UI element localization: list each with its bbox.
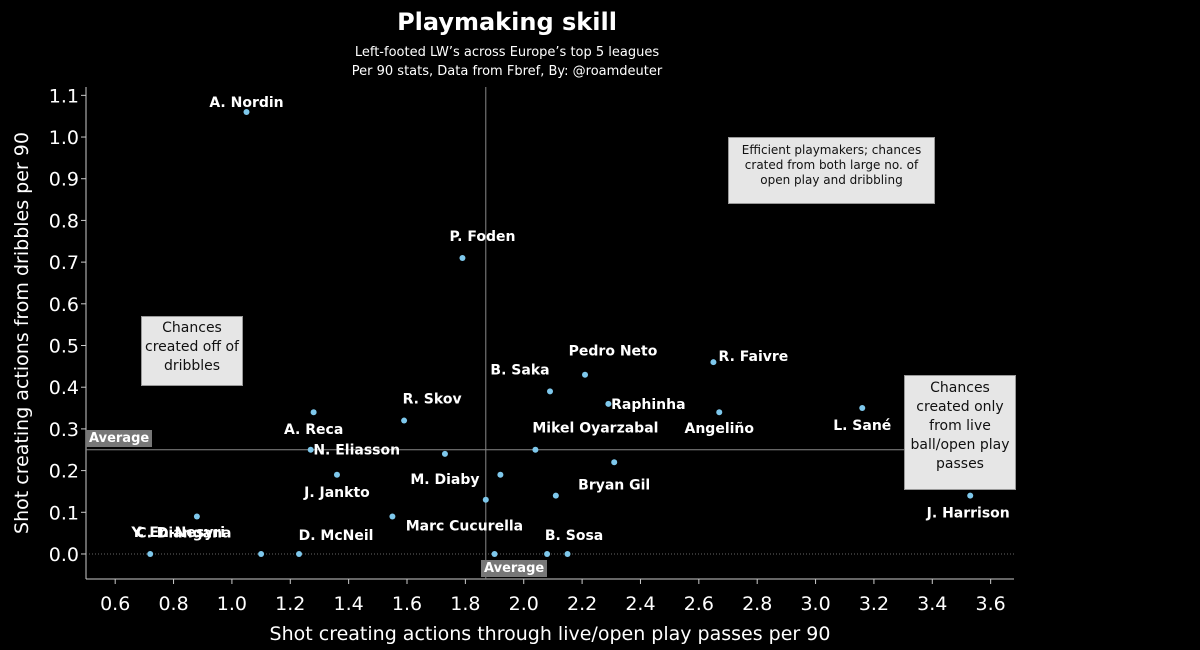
point-label: A. Nordin (209, 95, 283, 111)
data-point (482, 496, 489, 503)
point-label: J. Harrison (926, 506, 1010, 522)
data-point (310, 409, 317, 416)
point-label: B. Sosa (545, 528, 603, 544)
annotation-passes: Chances created only from live ball/open… (904, 375, 1016, 490)
point-label: Marc Cucurella (406, 518, 523, 534)
x-tick-label: 2.8 (742, 593, 772, 615)
data-point (389, 513, 396, 520)
data-point (296, 550, 303, 557)
x-tick-label: 2.6 (684, 593, 714, 615)
data-point (544, 550, 551, 557)
data-point (564, 550, 571, 557)
point-label: M. Diaby (410, 472, 479, 488)
point-label: Pedro Neto (569, 344, 658, 360)
x-tick-label: 0.8 (158, 593, 188, 615)
data-point (401, 417, 408, 424)
data-point (333, 471, 340, 478)
y-tick-label: 0.5 (49, 336, 79, 358)
point-label: R. Skov (403, 392, 462, 408)
y-axis-title: Shot creating actions from dribbles per … (11, 132, 33, 534)
point-label: N. Eliasson (313, 443, 400, 459)
annotation-efficient-playmakers: Efficient playmakers; chances crated fro… (728, 137, 935, 204)
data-point (547, 388, 553, 395)
data-point (497, 471, 504, 478)
chart-title: Playmaking skill (397, 8, 617, 36)
point-label: Raphinha (611, 397, 685, 413)
y-tick-label: 0.7 (49, 252, 79, 274)
chart-subtitle-2: Per 90 stats, Data from Fbref, By: @roam… (351, 64, 663, 79)
x-tick-label: 3.4 (917, 593, 947, 615)
data-point (243, 109, 250, 116)
data-point (459, 254, 466, 261)
average-y-label: Average (86, 430, 153, 447)
y-tick-label: 0.8 (49, 210, 79, 232)
x-tick-label: 3.2 (859, 593, 889, 615)
data-point (258, 550, 265, 557)
y-tick-label: 0.2 (49, 461, 79, 483)
annotation-dribbles: Chances created off of dribbles (141, 316, 243, 386)
data-point (859, 405, 866, 412)
point-label: C. Diangana (136, 525, 231, 541)
data-point (491, 550, 498, 557)
x-tick-label: 1.8 (450, 593, 480, 615)
x-tick-label: 2.4 (625, 593, 655, 615)
x-tick-label: 3.6 (976, 593, 1006, 615)
point-label: Angeliño (685, 421, 755, 437)
point-label: B. Saka (490, 362, 549, 378)
point-label: Bryan Gil (578, 477, 650, 493)
point-label: Y. En-Nesyri (130, 525, 225, 541)
data-point (716, 409, 723, 416)
data-point (532, 446, 539, 453)
y-tick-label: 0.9 (49, 169, 79, 191)
x-tick-label: 2.2 (567, 593, 597, 615)
average-x-label: Average (481, 560, 548, 577)
y-tick-label: 0.4 (49, 377, 79, 399)
data-point (193, 513, 200, 520)
y-tick-label: 0.1 (49, 502, 79, 524)
y-tick-label: 0.3 (49, 419, 79, 441)
point-label: J. Jankto (303, 485, 370, 501)
point-label: L. Sané (833, 418, 891, 434)
x-tick-label: 1.0 (217, 593, 247, 615)
data-point (611, 459, 618, 466)
point-label: D. McNeil (299, 528, 374, 544)
chart-subtitle-1: Left-footed LW’s across Europe’s top 5 l… (354, 45, 660, 60)
point-label: Mikel Oyarzabal (532, 421, 658, 437)
x-tick-label: 0.6 (100, 593, 130, 615)
data-point (582, 371, 589, 378)
x-tick-label: 3.0 (800, 593, 830, 615)
data-point (552, 492, 559, 499)
point-label: P. Foden (449, 229, 515, 245)
y-tick-label: 0.6 (49, 294, 79, 316)
y-tick-label: 1.0 (49, 127, 79, 149)
x-tick-label: 1.6 (392, 593, 422, 615)
x-tick-label: 2.0 (509, 593, 539, 615)
point-label: R. Faivre (719, 349, 789, 365)
y-tick-label: 0.0 (49, 544, 79, 566)
point-label: A. Reca (284, 422, 343, 438)
data-point (710, 359, 717, 366)
y-tick-label: 1.1 (49, 85, 79, 107)
data-point (147, 550, 154, 557)
data-point (441, 450, 448, 457)
x-axis-title: Shot creating actions through live/open … (270, 623, 831, 645)
data-point (605, 400, 612, 407)
data-point (307, 446, 314, 453)
x-tick-label: 1.2 (275, 593, 305, 615)
x-tick-label: 1.4 (334, 593, 364, 615)
data-point (967, 492, 974, 499)
